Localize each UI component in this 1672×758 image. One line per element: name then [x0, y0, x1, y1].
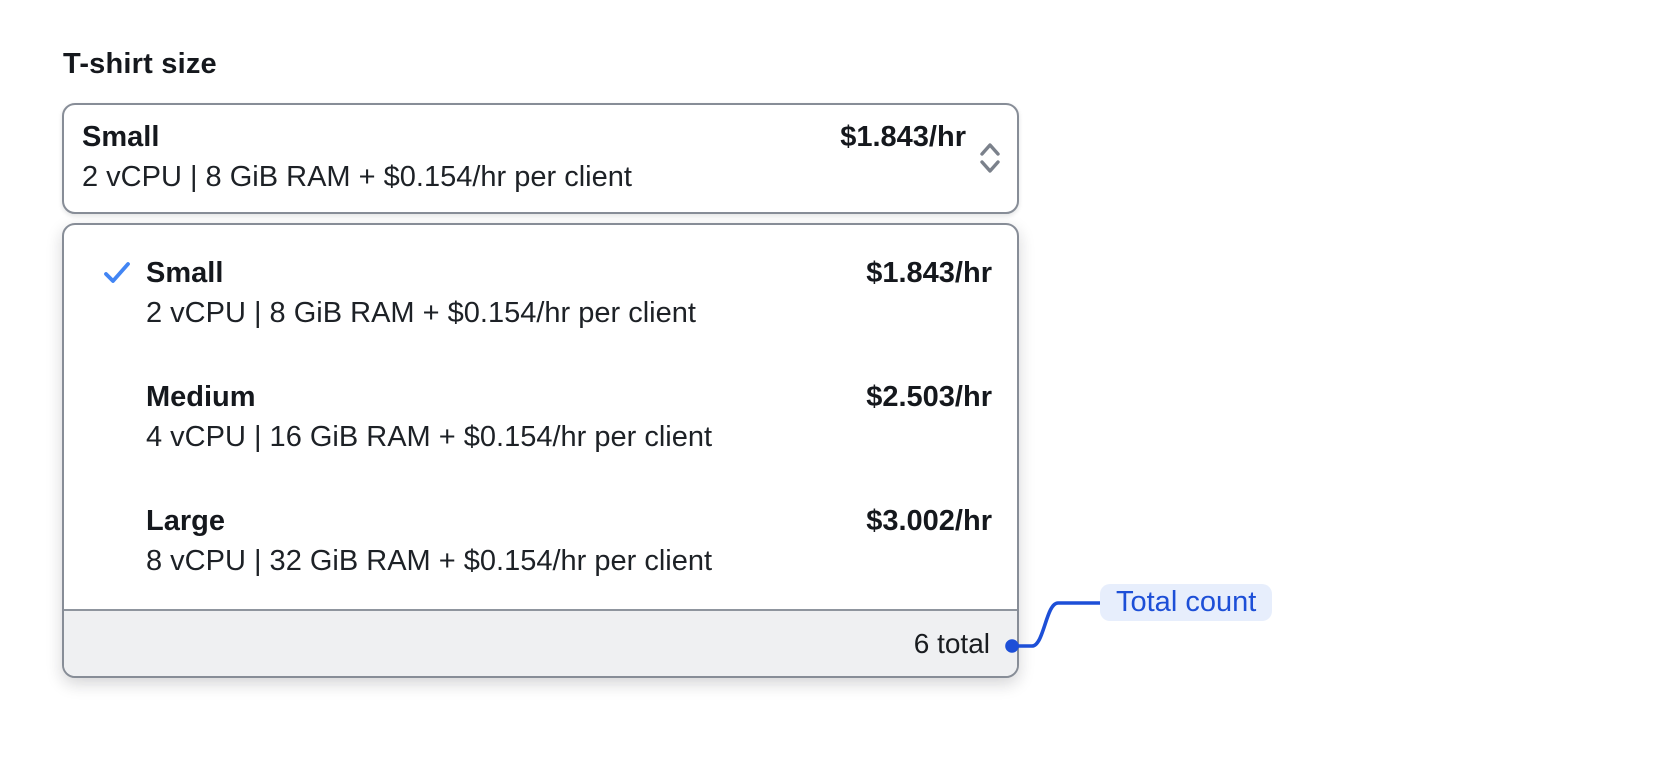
option-name: Small: [146, 257, 224, 289]
check-icon: [102, 253, 146, 293]
selected-option-summary: Small 2 vCPU | 8 GiB RAM + $0.154/hr per…: [82, 117, 816, 197]
selected-option-name: Small: [82, 121, 160, 153]
option-medium[interactable]: Medium 4 vCPU | 16 GiB RAM + $0.154/hr p…: [64, 355, 1017, 479]
option-name: Medium: [146, 381, 256, 413]
option-price: $1.843/hr: [866, 257, 992, 289]
chevron-up-down-icon: [977, 139, 1003, 177]
check-spacer: [102, 501, 146, 541]
option-description: 2 vCPU | 8 GiB RAM + $0.154/hr per clien…: [146, 297, 696, 329]
option-description: 8 vCPU | 32 GiB RAM + $0.154/hr per clie…: [146, 545, 713, 577]
option-price: $2.503/hr: [866, 381, 992, 413]
option-name: Large: [146, 505, 225, 537]
total-count: 6 total: [913, 628, 990, 659]
option-price: $3.002/hr: [866, 505, 992, 537]
option-description: 4 vCPU | 16 GiB RAM + $0.154/hr per clie…: [146, 421, 713, 453]
check-spacer: [102, 377, 146, 417]
option-large[interactable]: Large 8 vCPU | 32 GiB RAM + $0.154/hr pe…: [64, 479, 1017, 603]
option-list: Small 2 vCPU | 8 GiB RAM + $0.154/hr per…: [64, 225, 1017, 609]
option-small[interactable]: Small 2 vCPU | 8 GiB RAM + $0.154/hr per…: [64, 231, 1017, 355]
selected-option-description: 2 vCPU | 8 GiB RAM + $0.154/hr per clien…: [82, 161, 632, 193]
selected-option-price: $1.843/hr: [840, 121, 966, 153]
annotation-total-count-label: Total count: [1100, 584, 1273, 621]
dropdown-footer: 6 total: [64, 609, 1017, 676]
size-select-trigger[interactable]: Small 2 vCPU | 8 GiB RAM + $0.154/hr per…: [62, 103, 1019, 214]
field-label: T-shirt size: [63, 48, 217, 80]
size-select-dropdown: Small 2 vCPU | 8 GiB RAM + $0.154/hr per…: [62, 223, 1019, 678]
